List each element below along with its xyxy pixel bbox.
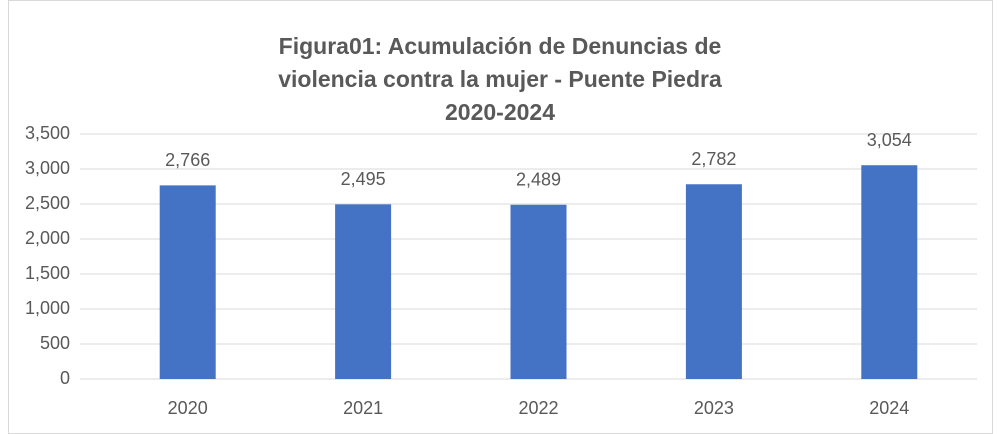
value-label: 2,489 <box>516 170 561 190</box>
x-tick-label: 2020 <box>168 398 208 418</box>
x-tick-label: 2024 <box>869 398 909 418</box>
bar <box>335 204 392 379</box>
y-tick-label: 3,500 <box>25 123 70 143</box>
value-label: 2,766 <box>165 150 210 170</box>
bar <box>510 204 567 379</box>
y-tick-label: 500 <box>40 333 70 353</box>
x-tick-label: 2023 <box>694 398 734 418</box>
x-tick-label: 2021 <box>343 398 383 418</box>
y-tick-label: 3,000 <box>25 158 70 178</box>
value-label: 2,495 <box>341 169 386 189</box>
value-label: 3,054 <box>867 130 912 150</box>
bar <box>861 165 918 379</box>
bar <box>159 185 216 379</box>
x-tick-label: 2022 <box>518 398 558 418</box>
y-tick-label: 1,500 <box>25 263 70 283</box>
y-tick-label: 1,000 <box>25 298 70 318</box>
y-tick-label: 0 <box>60 368 70 388</box>
y-tick-label: 2,500 <box>25 193 70 213</box>
y-tick-label: 2,000 <box>25 228 70 248</box>
chart-title: Figura01: Acumulación de Denuncias de vi… <box>278 33 722 125</box>
bar <box>685 184 742 379</box>
value-label: 2,782 <box>691 149 736 169</box>
